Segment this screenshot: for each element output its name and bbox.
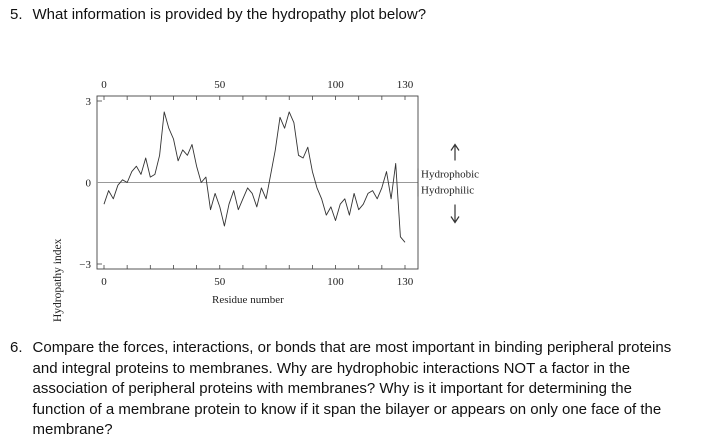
y-tick-label: 3 xyxy=(86,96,92,108)
x-tick-label-bottom: 0 xyxy=(101,276,107,288)
x-tick-label-bottom: 50 xyxy=(214,276,226,288)
question-6-number: 6. xyxy=(10,339,23,356)
down-arrowhead-icon xyxy=(450,216,460,224)
hydropathy-plot-figure: 0 50 100 130 0 50 100 130 3 0 −3 Residue number Hydr… xyxy=(52,70,512,322)
question-5-text: What information is provided by the hydr… xyxy=(32,6,427,23)
y-tick-label: −3 xyxy=(79,259,91,271)
y-axis-label: Hydropathy index xyxy=(52,238,64,322)
y-tick-label: 0 xyxy=(86,178,92,190)
x-tick-label-top: 0 xyxy=(101,79,107,91)
question-6: 6. Compare the forces, interactions, or … xyxy=(10,338,700,441)
x-tick-label-bottom: 130 xyxy=(397,276,414,288)
hydrophobic-label: Hydrophobic xyxy=(421,169,479,181)
x-tick-label-top: 130 xyxy=(397,79,414,91)
question-5-number: 5. xyxy=(10,6,23,23)
question-5: 5. What information is provided by the h… xyxy=(10,5,426,25)
x-tick-label-bottom: 100 xyxy=(327,276,344,288)
hydrophilic-label: Hydrophilic xyxy=(421,185,474,197)
x-tick-label-top: 100 xyxy=(327,79,344,91)
question-6-text: Compare the forces, interactions, or bon… xyxy=(32,339,672,438)
x-axis-label: Residue number xyxy=(212,294,284,306)
hydropathy-series-line xyxy=(103,111,406,243)
up-arrowhead-icon xyxy=(450,143,460,151)
x-tick-label-top: 50 xyxy=(214,79,226,91)
